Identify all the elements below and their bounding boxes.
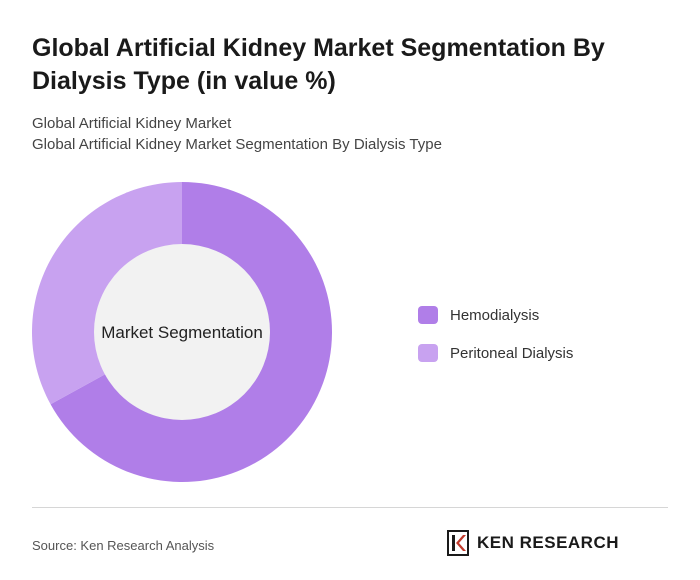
- chart-title: Global Artificial Kidney Market Segmenta…: [32, 34, 605, 95]
- donut-chart: Market Segmentation: [32, 182, 333, 482]
- ken-research-logo: KEN RESEARCH: [447, 530, 619, 556]
- donut-center: [94, 244, 270, 420]
- source-note: Source: Ken Research Analysis: [32, 538, 215, 553]
- legend: Hemodialysis Peritoneal Dialysis: [418, 303, 573, 379]
- divider: [32, 507, 668, 508]
- legend-label: Hemodialysis: [450, 306, 540, 324]
- legend-item-hemodialysis: Hemodialysis: [418, 303, 573, 327]
- center-label: Market Segmentation: [101, 323, 263, 342]
- chart-subtitle: Global Artificial Kidney Market Global A…: [32, 113, 672, 155]
- ken-research-logo-icon: [447, 530, 469, 556]
- subtitle-line-1: Global Artificial Kidney Market: [32, 115, 232, 132]
- logo-text: KEN RESEARCH: [477, 533, 620, 552]
- legend-label: Peritoneal Dialysis: [450, 344, 574, 362]
- legend-item-peritoneal-dialysis: Peritoneal Dialysis: [418, 341, 573, 365]
- legend-swatch: [418, 306, 438, 324]
- legend-swatch: [418, 344, 438, 362]
- subtitle-line-2: Global Artificial Kidney Market Segmenta…: [32, 136, 442, 153]
